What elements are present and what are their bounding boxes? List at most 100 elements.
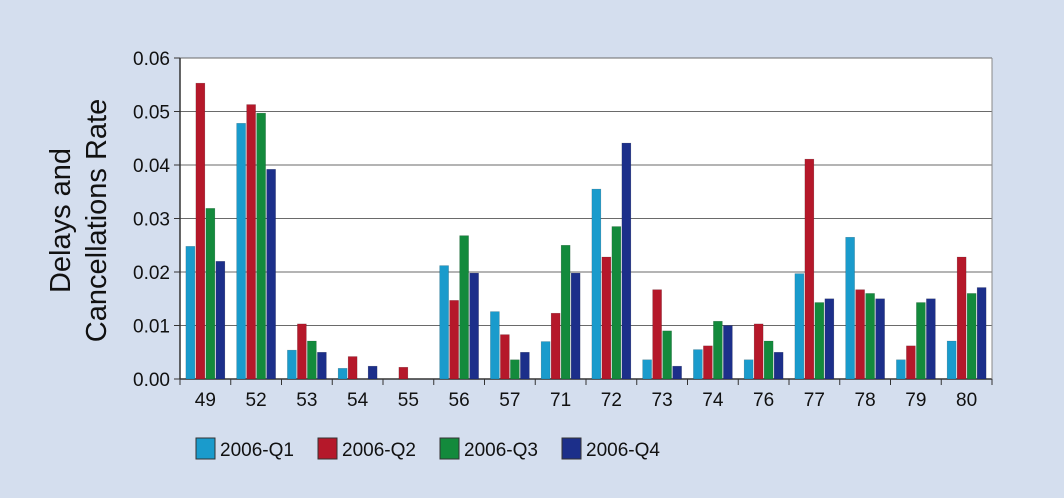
- bar-80-2006-q1: [946, 340, 957, 380]
- bar-79-2006-q3: [916, 302, 926, 380]
- bar-55-2006-q2: [398, 366, 409, 380]
- x-tick-label: 77: [804, 390, 825, 411]
- y-tick-label: 0.06: [133, 49, 170, 70]
- bar-72-2006-q4: [621, 142, 632, 380]
- bar-49-2006-q2: [195, 82, 206, 380]
- x-tick-label: 72: [601, 390, 622, 411]
- bar-57-2006-q3: [510, 359, 520, 380]
- x-tick-label: 53: [296, 390, 317, 411]
- bar-56-2006-q1: [439, 265, 449, 380]
- legend-item: 2006-Q3: [439, 437, 538, 461]
- bar-71-2006-q3: [560, 245, 571, 380]
- bar-53-2006-q1: [287, 349, 297, 380]
- bar-72-2006-q3: [611, 226, 622, 380]
- legend-item: 2006-Q2: [317, 437, 416, 461]
- bar-79-2006-q2: [906, 345, 916, 380]
- bar-53-2006-q4: [317, 352, 327, 380]
- bar-77-2006-q1: [794, 273, 805, 380]
- x-tick-label: 74: [702, 390, 724, 411]
- bar-73-2006-q3: [662, 330, 672, 380]
- legend-swatch: [195, 437, 216, 460]
- bar-73-2006-q2: [652, 289, 662, 380]
- bar-53-2006-q3: [307, 340, 317, 380]
- bar-49-2006-q1: [185, 246, 196, 380]
- bars: [185, 82, 987, 380]
- x-tick-label: 57: [499, 390, 520, 411]
- y-axis-label: Delays and Cancellations Rate: [45, 99, 113, 342]
- x-tick-label: 54: [347, 390, 369, 411]
- bar-71-2006-q2: [550, 312, 561, 380]
- y-tick-label: 0.05: [133, 103, 170, 124]
- x-tick-label: 78: [855, 390, 876, 411]
- bar-80-2006-q4: [976, 287, 987, 380]
- legend: 2006-Q1 2006-Q2 2006-Q3 2006-Q4: [195, 437, 660, 461]
- bar-54-2006-q2: [347, 356, 358, 380]
- bar-74-2006-q4: [723, 325, 733, 380]
- bar-49-2006-q3: [205, 208, 216, 380]
- y-tick-label: 0.03: [133, 210, 170, 231]
- y-tick-label: 0.00: [133, 370, 170, 391]
- bar-74-2006-q1: [693, 349, 703, 380]
- x-tick-label: 55: [398, 390, 419, 411]
- bar-73-2006-q4: [672, 365, 682, 380]
- bar-52-2006-q4: [266, 169, 276, 380]
- bar-74-2006-q3: [713, 320, 723, 380]
- legend-label: 2006-Q4: [586, 440, 660, 461]
- y-tick-label: 0.02: [133, 263, 170, 284]
- x-tick-label: 73: [652, 390, 673, 411]
- bar-76-2006-q2: [753, 323, 764, 380]
- y-tick-label: 0.04: [133, 156, 170, 177]
- bar-78-2006-q3: [865, 293, 875, 380]
- legend-swatch: [317, 437, 338, 460]
- legend-item: 2006-Q4: [561, 437, 660, 461]
- bar-54-2006-q4: [367, 365, 378, 380]
- bar-78-2006-q2: [855, 289, 865, 380]
- bar-80-2006-q3: [966, 293, 977, 380]
- y-tick-label: 0.01: [133, 317, 170, 338]
- bar-77-2006-q4: [824, 298, 835, 380]
- bar-77-2006-q3: [814, 302, 825, 380]
- bar-49-2006-q4: [215, 261, 226, 380]
- x-tick-label: 79: [905, 390, 926, 411]
- axes: 0.00 0.01 0.02 0.03 0.04 0.05 0.06 49 52 53 54 55 56…: [133, 49, 993, 411]
- bar-56-2006-q2: [449, 300, 459, 380]
- bar-78-2006-q4: [875, 298, 885, 380]
- bar-71-2006-q1: [540, 341, 551, 380]
- bar-74-2006-q2: [703, 345, 713, 380]
- bar-79-2006-q1: [896, 359, 906, 380]
- x-tick-label: 49: [195, 390, 216, 411]
- bar-52-2006-q2: [246, 104, 256, 380]
- bar-57-2006-q1: [490, 311, 500, 380]
- x-tick-label: 56: [449, 390, 470, 411]
- bar-53-2006-q2: [297, 323, 307, 380]
- bar-76-2006-q1: [743, 359, 754, 380]
- x-tick-label: 71: [550, 390, 571, 411]
- y-axis-title-line: Delays and: [45, 148, 77, 293]
- legend-label: 2006-Q3: [464, 440, 538, 461]
- bar-52-2006-q1: [236, 123, 246, 380]
- x-tick-label: 76: [753, 390, 774, 411]
- bar-79-2006-q4: [926, 298, 936, 380]
- bar-56-2006-q4: [469, 272, 479, 380]
- x-tick-label: 80: [956, 390, 977, 411]
- legend-item: 2006-Q1: [195, 437, 294, 461]
- bar-57-2006-q4: [520, 352, 530, 380]
- bar-78-2006-q1: [845, 236, 855, 380]
- bar-71-2006-q4: [570, 272, 581, 380]
- legend-swatch: [439, 437, 460, 460]
- bar-76-2006-q3: [763, 340, 774, 380]
- bar-56-2006-q3: [459, 235, 469, 380]
- legend-label: 2006-Q2: [342, 440, 416, 461]
- x-tick-label: 52: [246, 390, 267, 411]
- bar-57-2006-q2: [500, 334, 510, 380]
- bar-76-2006-q4: [773, 352, 784, 380]
- legend-swatch: [561, 437, 582, 460]
- y-axis-title-line: Cancellations Rate: [81, 99, 113, 342]
- bar-77-2006-q2: [804, 158, 815, 380]
- bar-72-2006-q2: [601, 256, 612, 380]
- bar-80-2006-q2: [956, 256, 967, 380]
- bar-54-2006-q1: [337, 368, 348, 380]
- bar-73-2006-q1: [642, 359, 652, 380]
- legend-label: 2006-Q1: [220, 440, 294, 461]
